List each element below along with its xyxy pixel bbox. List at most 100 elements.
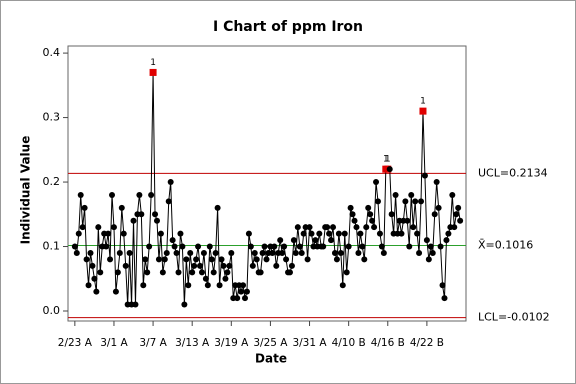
- data-point: [71, 243, 78, 250]
- data-point: [427, 243, 434, 250]
- data-point: [218, 256, 225, 263]
- data-point: [443, 237, 450, 244]
- data-point: [193, 256, 200, 263]
- data-point: [273, 262, 280, 269]
- data-point: [437, 243, 444, 250]
- data-point: [251, 249, 258, 256]
- data-point: [132, 301, 139, 308]
- data-point: [240, 282, 247, 289]
- data-point: [449, 191, 456, 198]
- data-point: [328, 237, 335, 244]
- data-point: [253, 256, 260, 263]
- data-point: [414, 230, 421, 237]
- flag-label: 1: [150, 58, 156, 68]
- data-point: [279, 249, 286, 256]
- data-point: [304, 256, 311, 263]
- y-tick-label: 0.1: [43, 240, 61, 253]
- data-point: [77, 191, 84, 198]
- data-point: [296, 243, 303, 250]
- data-point: [423, 237, 430, 244]
- x-tick-label: 4/16 B: [371, 337, 405, 349]
- data-point: [341, 230, 348, 237]
- data-point: [308, 230, 315, 237]
- x-tick-label: 3/7 A: [139, 337, 167, 349]
- data-point: [363, 224, 370, 231]
- data-point: [136, 191, 143, 198]
- data-point: [146, 243, 153, 250]
- data-point: [177, 230, 184, 237]
- data-point: [152, 211, 159, 218]
- data-point: [202, 275, 209, 282]
- data-point: [339, 282, 346, 289]
- data-point: [249, 262, 256, 269]
- data-point: [169, 237, 176, 244]
- data-point: [433, 179, 440, 186]
- data-point: [157, 230, 164, 237]
- y-tick-label: 0.2: [43, 175, 61, 188]
- data-point: [283, 256, 290, 263]
- data-point: [286, 269, 293, 276]
- data-point: [277, 237, 284, 244]
- data-point: [165, 198, 172, 205]
- data-point: [228, 249, 235, 256]
- data-point: [97, 269, 104, 276]
- y-axis-label: Individual Value: [19, 136, 33, 245]
- data-point: [87, 249, 94, 256]
- data-point: [167, 179, 174, 186]
- data-point: [298, 249, 305, 256]
- data-point: [110, 224, 117, 231]
- data-point: [140, 282, 147, 289]
- data-point: [359, 243, 366, 250]
- limit-label: UCL=0.2134: [478, 166, 548, 179]
- data-point: [330, 224, 337, 231]
- data-point: [374, 198, 381, 205]
- data-point: [120, 230, 127, 237]
- data-point: [148, 191, 155, 198]
- data-point: [259, 249, 266, 256]
- data-point: [386, 166, 393, 173]
- data-point: [271, 243, 278, 250]
- data-point: [247, 243, 254, 250]
- data-point: [208, 256, 215, 263]
- data-point: [351, 217, 358, 224]
- data-point: [263, 256, 270, 263]
- data-point: [457, 217, 464, 224]
- data-point: [378, 243, 385, 250]
- data-point: [198, 269, 205, 276]
- data-point: [294, 224, 301, 231]
- chart-title: I Chart of ppm Iron: [213, 19, 363, 35]
- x-tick-label: 3/25 A: [253, 337, 288, 349]
- x-tick-label: 3/1 A: [100, 337, 128, 349]
- data-point: [380, 249, 387, 256]
- data-point: [421, 172, 428, 179]
- data-point: [357, 230, 364, 237]
- x-tick-label: 2/23 A: [58, 337, 93, 349]
- y-tick-label: 0.4: [43, 46, 61, 59]
- data-point: [107, 256, 114, 263]
- data-point: [81, 204, 88, 211]
- flagged-point: [149, 68, 157, 76]
- data-point: [439, 282, 446, 289]
- data-point: [288, 262, 295, 269]
- data-point: [224, 269, 231, 276]
- data-point: [173, 249, 180, 256]
- data-point: [367, 211, 374, 218]
- data-point: [112, 288, 119, 295]
- data-point: [451, 224, 458, 231]
- data-point: [445, 230, 452, 237]
- data-point: [93, 288, 100, 295]
- flag-label: 1: [385, 155, 391, 165]
- data-point: [361, 256, 368, 263]
- data-point: [281, 243, 288, 250]
- data-point: [418, 198, 425, 205]
- limit-label: LCL=-0.0102: [478, 311, 550, 324]
- data-point: [153, 217, 160, 224]
- data-point: [83, 256, 90, 263]
- data-point: [214, 204, 221, 211]
- data-point: [331, 249, 338, 256]
- data-point: [406, 243, 413, 250]
- data-point: [365, 204, 372, 211]
- flag-label: 1: [420, 97, 426, 107]
- data-point: [216, 282, 223, 289]
